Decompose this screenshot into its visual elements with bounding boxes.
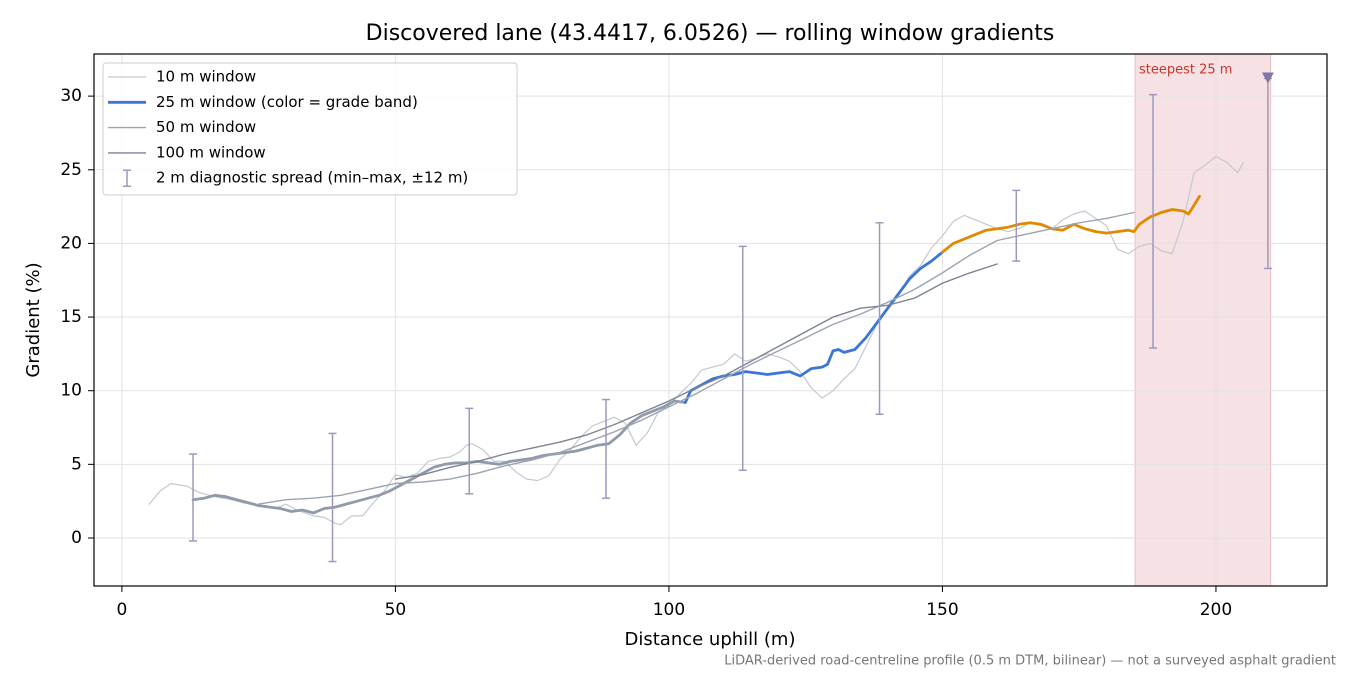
chart-title: Discovered lane (43.4417, 6.0526) — roll… xyxy=(366,21,1055,46)
legend-box xyxy=(102,62,518,196)
y-tick-label: 20 xyxy=(60,233,82,253)
series-line xyxy=(258,211,1135,505)
y-tick-label: 10 xyxy=(60,381,82,401)
legend-label: 25 m window (color = grade band) xyxy=(156,93,418,111)
x-tick-label: 0 xyxy=(116,600,127,620)
legend-label: 50 m window xyxy=(156,118,256,136)
y-tick-label: 25 xyxy=(60,160,82,180)
footnote: LiDAR-derived road-centreline profile (0… xyxy=(724,654,1336,669)
y-tick-label: 5 xyxy=(71,454,82,474)
legend: 10 m window 25 m window (color = grade ba… xyxy=(102,62,518,196)
series-line xyxy=(941,194,1201,254)
y-tick-label: 30 xyxy=(60,86,82,106)
plot-frame xyxy=(93,53,1328,587)
series-line xyxy=(191,399,687,515)
series-line xyxy=(394,263,998,480)
highlight-label: steepest 25 m xyxy=(1139,63,1232,78)
x-axis-label: Distance uphill (m) xyxy=(625,629,796,650)
x-tick-label: 150 xyxy=(926,600,958,620)
x-tick-label: 100 xyxy=(653,600,685,620)
y-tick-label: 15 xyxy=(60,307,82,327)
x-tick-label: 50 xyxy=(385,600,407,620)
x-tick-label: 200 xyxy=(1200,600,1232,620)
series-line xyxy=(148,155,1244,526)
legend-label: 100 m window xyxy=(156,143,266,161)
steepest-marker xyxy=(1261,72,1274,84)
legend-label: 2 m diagnostic spread (min–max, ±12 m) xyxy=(156,169,468,187)
y-tick-label: 0 xyxy=(71,528,82,548)
highlight-span xyxy=(1134,53,1272,587)
legend-label: 10 m window xyxy=(156,68,256,86)
y-axis-label: Gradient (%) xyxy=(23,262,44,377)
